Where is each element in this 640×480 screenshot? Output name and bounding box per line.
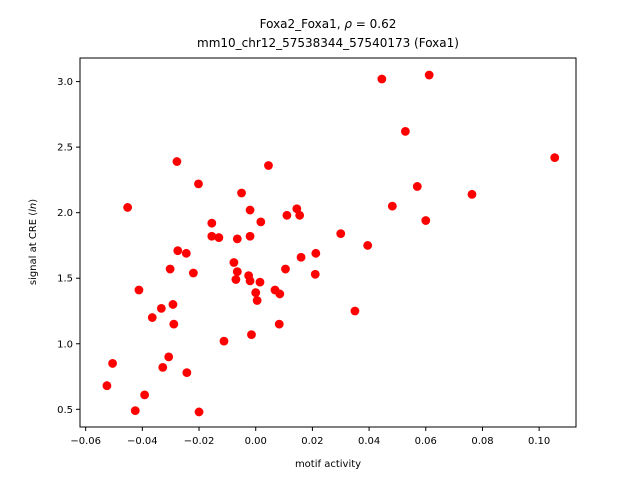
data-point <box>275 289 285 299</box>
data-point <box>123 203 133 212</box>
x-tick-label: 0.04 <box>358 436 380 447</box>
data-point <box>229 258 239 267</box>
data-point <box>252 296 262 305</box>
data-point <box>247 330 256 339</box>
data-point <box>232 267 242 277</box>
x-tick-label: 0.06 <box>415 436 437 447</box>
data-point <box>264 161 273 170</box>
data-point <box>256 217 266 227</box>
data-point <box>296 252 306 262</box>
chart-title-value: = 0.62 <box>352 17 396 31</box>
data-point <box>350 306 360 316</box>
y-tick-label: 2.0 <box>57 208 73 219</box>
data-point <box>181 248 191 258</box>
data-point <box>207 218 217 228</box>
y-axis-label-close: ) <box>28 199 39 203</box>
data-point <box>237 188 246 198</box>
data-point <box>188 268 198 278</box>
data-point <box>251 288 261 298</box>
data-point <box>245 276 255 286</box>
y-axis-label-main: signal at CRE ( <box>28 212 39 285</box>
axes-frame <box>79 57 577 428</box>
x-tick-label: 0.02 <box>301 436 323 447</box>
data-point <box>274 319 284 329</box>
data-point <box>194 179 203 189</box>
data-point <box>158 362 168 372</box>
data-point <box>336 229 346 239</box>
data-point <box>173 246 183 256</box>
data-point <box>311 248 321 258</box>
y-axis: 0.5 1.0 1.5 2.0 2.5 3.0 <box>57 77 80 416</box>
data-point <box>164 352 174 362</box>
data-point <box>219 336 229 346</box>
data-point <box>231 275 241 284</box>
data-point <box>387 201 397 211</box>
y-tick-label: 2.5 <box>57 143 73 154</box>
data-point <box>295 210 305 220</box>
chart-title-line-1: Foxa2_Foxa1, ρ = 0.62 <box>260 17 397 31</box>
x-tick-label: −0.06 <box>70 436 101 447</box>
data-point <box>255 277 265 287</box>
data-point <box>424 70 434 80</box>
y-axis-label-ln: ln <box>28 203 39 212</box>
y-tick-label: 3.0 <box>57 77 73 88</box>
data-point <box>412 182 422 191</box>
data-point <box>377 74 387 84</box>
data-point <box>245 205 255 215</box>
data-point <box>400 127 410 136</box>
data-point <box>147 313 157 322</box>
chart-title-line-2: mm10_chr12_57538344_57540173 (Foxa1) <box>197 36 459 50</box>
x-tick-label: −0.02 <box>184 436 215 447</box>
x-tick-label: 0.08 <box>471 436 493 447</box>
chart-title-prefix: Foxa2_Foxa1, <box>260 17 345 31</box>
data-point <box>207 231 217 241</box>
x-axis: −0.06 −0.04 −0.02 0.00 0.02 0.04 0.06 0.08 0.10 <box>70 427 550 447</box>
data-point <box>130 406 140 416</box>
data-point <box>156 303 166 313</box>
x-tick-label: −0.04 <box>127 436 158 447</box>
data-point <box>102 381 112 391</box>
y-axis-label: signal at CRE (ln) <box>28 199 39 285</box>
x-tick-label: 0.10 <box>528 436 550 447</box>
y-tick-label: 1.0 <box>57 339 73 350</box>
chart-title-rho: ρ <box>344 17 352 31</box>
y-tick-label: 1.5 <box>57 274 73 285</box>
data-point <box>281 264 290 274</box>
data-point <box>282 210 292 220</box>
data-point <box>214 233 224 242</box>
data-point <box>194 407 204 417</box>
data-point <box>232 234 242 244</box>
data-point <box>172 157 182 166</box>
y-tick-label: 0.5 <box>57 405 73 416</box>
data-point <box>169 319 179 329</box>
data-point <box>140 390 150 400</box>
data-point <box>310 269 320 279</box>
data-point <box>245 231 255 241</box>
data-point <box>168 300 178 309</box>
x-axis-label: motif activity <box>295 459 361 470</box>
data-point <box>182 368 192 377</box>
plot-area <box>102 70 560 417</box>
data-point <box>421 216 431 225</box>
data-point <box>363 241 373 250</box>
data-point <box>165 264 175 274</box>
data-point <box>467 189 477 199</box>
data-point <box>134 285 144 295</box>
data-point <box>108 359 117 368</box>
x-tick-label: 0.00 <box>245 436 267 447</box>
data-point <box>550 153 560 163</box>
